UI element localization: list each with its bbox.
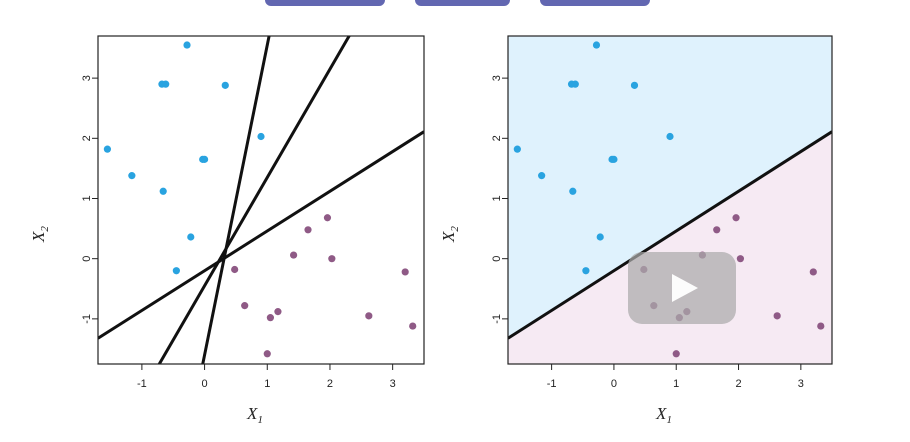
data-point-purple <box>263 350 271 358</box>
x-axis-title-sub: 1 <box>666 414 672 426</box>
plot-frame <box>507 35 833 365</box>
y-tick-label: 0 <box>81 256 93 262</box>
data-point-purple <box>732 214 740 222</box>
hyperplane-line-1 <box>98 130 424 340</box>
data-point-purple <box>290 251 298 259</box>
x-tick-label: 1 <box>673 378 679 390</box>
y-tick-label: 1 <box>491 195 503 201</box>
plot-frame <box>97 35 425 365</box>
data-point-purple <box>409 322 417 330</box>
y-tick-label: 3 <box>81 75 93 81</box>
y-tick-label: 1 <box>81 195 93 201</box>
data-point-blue <box>183 41 191 49</box>
play-triangle <box>672 274 698 302</box>
chart-panel-2: -1 0 1 2 3 -1 0 1 2 3 X1 X2 <box>439 35 833 426</box>
data-point-purple <box>323 214 332 222</box>
x-tick-label: 3 <box>798 378 804 390</box>
data-point-blue <box>200 155 209 163</box>
x-tick-label: 1 <box>264 378 270 390</box>
x-tick-label: 2 <box>327 378 333 390</box>
data-point-blue <box>128 172 136 180</box>
hyperplane-line-1 <box>508 130 832 340</box>
data-point-blue <box>569 187 577 195</box>
data-point-purple <box>241 302 249 310</box>
data-point-blue <box>610 155 618 163</box>
x-tick-label: -1 <box>137 378 147 390</box>
region-class-a <box>508 36 832 339</box>
data-point-blue <box>221 81 229 89</box>
data-point-blue <box>571 80 579 88</box>
y-axis-title-sub: 2 <box>39 226 51 232</box>
y-tick-label: -1 <box>491 314 503 324</box>
y-tick-label: -1 <box>81 314 93 324</box>
data-point-purple <box>736 255 745 263</box>
x-tick-label: -1 <box>547 378 557 390</box>
data-point-purple <box>365 312 373 320</box>
play-icon[interactable] <box>628 252 736 324</box>
data-point-blue <box>103 145 112 153</box>
data-point-purple <box>809 268 817 276</box>
x-axis-title: X1 <box>655 404 672 426</box>
data-point-blue <box>630 81 639 89</box>
data-point-purple <box>672 350 680 358</box>
data-point-blue <box>666 132 674 141</box>
slide-title-fragment <box>265 0 665 10</box>
hyperplane-line-2 <box>157 36 351 364</box>
data-point-blue <box>592 41 601 49</box>
x-tick-label: 3 <box>390 378 396 390</box>
data-point-purple <box>713 226 721 234</box>
x-axis-title-sub: 1 <box>257 414 263 426</box>
y-axis-title-sub: 2 <box>449 226 461 232</box>
y-tick-label: 2 <box>81 135 93 141</box>
data-point-blue <box>582 267 590 275</box>
y-axis-title: X2 <box>29 226 51 243</box>
x-tick-label: 2 <box>735 378 741 390</box>
chart-panel-1: -1 0 1 2 3 -1 0 1 2 3 X1 X2 <box>29 35 425 426</box>
data-point-blue <box>538 172 546 180</box>
data-point-blue <box>513 145 521 153</box>
region-class-b <box>508 131 832 364</box>
data-point-purple <box>231 265 239 274</box>
x-axis-title: X1 <box>246 404 263 426</box>
data-point-blue <box>162 80 170 88</box>
data-point-purple <box>274 308 282 316</box>
x-tick-label: 0 <box>202 378 208 390</box>
hyperplane-line-3 <box>201 36 271 364</box>
data-point-purple <box>773 312 781 320</box>
data-point-blue <box>187 233 195 241</box>
data-point-blue <box>159 187 167 195</box>
data-point-purple <box>328 255 336 263</box>
data-point-purple <box>817 322 825 330</box>
y-tick-label: 0 <box>491 256 503 262</box>
x-tick-label: 0 <box>611 378 617 390</box>
data-point-purple <box>266 314 275 322</box>
data-point-blue <box>596 233 604 241</box>
data-point-purple <box>304 226 312 234</box>
data-point-purple <box>401 268 409 276</box>
y-tick-label: 3 <box>491 75 503 81</box>
y-axis-title: X2 <box>439 226 461 243</box>
data-point-blue <box>172 267 180 275</box>
y-tick-label: 2 <box>491 135 503 141</box>
data-point-blue <box>257 132 265 141</box>
